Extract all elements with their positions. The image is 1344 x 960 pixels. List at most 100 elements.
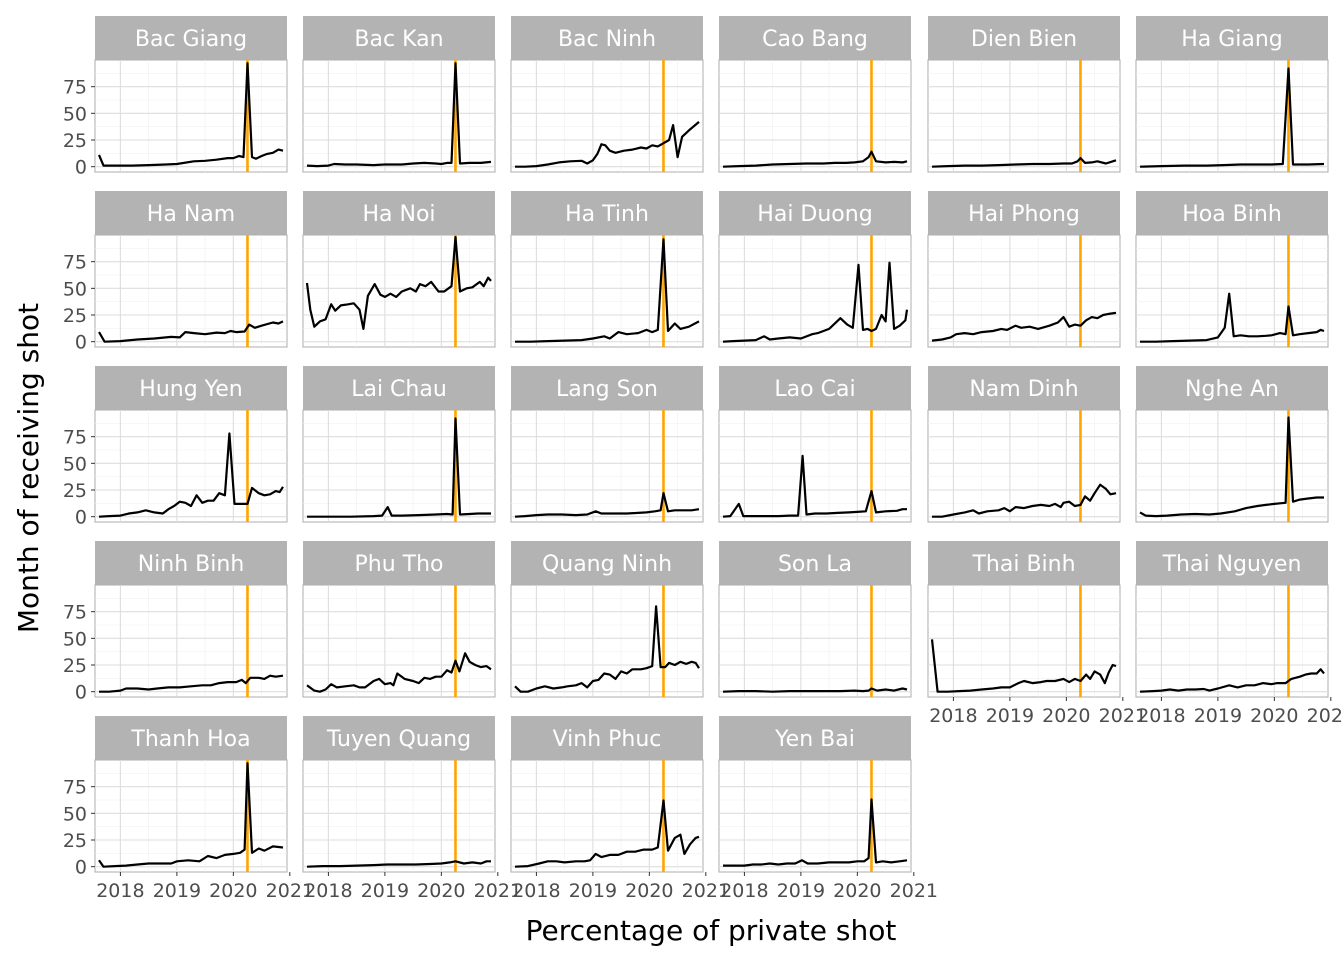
facet-panel: Hai Phong: [927, 191, 1121, 348]
facet-label: Hoa Binh: [1182, 202, 1282, 227]
facet-strip: [95, 16, 287, 60]
facet-strip: [1136, 16, 1328, 60]
facet-panel: Ninh Binh 0 25 50 75: [63, 541, 288, 704]
facet-label: Hung Yen: [139, 377, 242, 402]
facet-strip: [719, 191, 911, 235]
facet-label: Lai Chau: [351, 377, 447, 402]
y-tick-label: 75: [63, 77, 87, 99]
facet-strip: [928, 541, 1120, 585]
series-line: [515, 238, 700, 343]
panel-background: [302, 759, 496, 873]
y-tick-label: 25: [63, 480, 87, 502]
facet-strip: [303, 716, 495, 760]
x-tick-label: 2018: [720, 880, 768, 902]
series-line: [932, 483, 1117, 518]
facet-panel: Lai Chau: [302, 366, 496, 523]
facet-strip: [719, 716, 911, 760]
facet-strip: [1136, 191, 1328, 235]
series-line: [306, 62, 492, 168]
x-tick-label: 2020: [833, 880, 881, 902]
facet-panel: Vinh Phuc 2018 2019 2020 2021: [510, 716, 730, 902]
facet-strip: [303, 16, 495, 60]
x-tick-label: 2018: [304, 880, 352, 902]
panel-background: [1135, 584, 1329, 698]
x-tick-label: 2021: [890, 880, 938, 902]
facet-label: Nghe An: [1185, 377, 1279, 402]
series-line: [514, 799, 700, 868]
x-tick-label: 2019: [777, 880, 825, 902]
series-line: [1139, 67, 1325, 168]
y-tick-label: 50: [63, 278, 87, 300]
series-line: [307, 417, 491, 518]
x-tick-label: 2018: [512, 880, 560, 902]
facet-panel: Ha Giang: [1135, 16, 1329, 173]
panels-layer: Bac Giang 0 25 50 75 Bac Kan Bac Ninh Cao Bang D…: [63, 16, 1344, 902]
facet-label: Ninh Binh: [138, 552, 245, 577]
panel-background: [510, 234, 704, 348]
panel-background: [94, 584, 288, 698]
series-line: [722, 687, 908, 693]
panel-background: [1135, 59, 1329, 173]
facet-strip: [511, 716, 703, 760]
x-tick-label: 2021: [1307, 705, 1344, 727]
facet-strip: [511, 191, 703, 235]
facet-label: Ha Giang: [1181, 27, 1283, 52]
y-tick-label: 0: [75, 857, 87, 879]
facet-label: Nam Dinh: [969, 377, 1078, 402]
facet-strip: [303, 191, 495, 235]
panel-background: [302, 234, 496, 348]
y-axis-title: Month of receiving shot: [12, 303, 45, 633]
facet-label: Bac Giang: [135, 27, 247, 52]
facet-panel: Hai Duong: [718, 191, 912, 348]
series-line: [98, 320, 284, 343]
series-line: [305, 236, 492, 330]
panel-background: [94, 234, 288, 348]
facet-strip: [511, 16, 703, 60]
facet-label: Yen Bai: [774, 727, 855, 752]
series-line: [1139, 668, 1325, 693]
panel-background: [302, 59, 496, 173]
series-line: [98, 762, 284, 868]
facet-panel: Thanh Hoa 0 25 50 75 2018 2019 2020 2021: [63, 716, 314, 902]
x-tick-label: 2019: [153, 880, 201, 902]
y-tick-label: 0: [75, 507, 87, 529]
y-tick-label: 75: [63, 777, 87, 799]
facet-panel: Bac Giang 0 25 50 75: [63, 16, 288, 179]
series-line: [98, 432, 284, 518]
facet-panel: Son La: [718, 541, 912, 698]
panel-background: [94, 759, 288, 873]
series-line: [931, 311, 1117, 342]
facet-label: Ha Nam: [147, 202, 235, 227]
y-tick-label: 0: [75, 157, 87, 179]
facet-label: Tuyen Quang: [326, 727, 471, 752]
facet-panel: Ha Tinh: [510, 191, 704, 348]
series-line: [1140, 292, 1325, 343]
facet-label: Hai Duong: [757, 202, 872, 227]
facet-label: Thai Nguyen: [1162, 552, 1302, 577]
x-tick-label: 2020: [1250, 705, 1298, 727]
facet-strip: [511, 541, 703, 585]
panel-background: [510, 409, 704, 523]
y-tick-label: 25: [63, 655, 87, 677]
facet-panel: Ha Noi: [302, 191, 496, 348]
facet-strip: [303, 541, 495, 585]
facet-label: Ha Noi: [362, 202, 435, 227]
y-tick-label: 75: [63, 252, 87, 274]
facet-panel: Hoa Binh: [1135, 191, 1329, 348]
facet-label: Lang Son: [556, 377, 658, 402]
panel-background: [510, 584, 704, 698]
x-tick-label: 2018: [1137, 705, 1185, 727]
y-tick-label: 25: [63, 130, 87, 152]
y-tick-label: 0: [75, 332, 87, 354]
panel-background: [718, 234, 912, 348]
panel-background: [718, 409, 912, 523]
series-line: [514, 492, 700, 518]
x-axis-title: Percentage of private shot: [526, 914, 897, 947]
series-line: [722, 150, 908, 168]
facet-panel: Nam Dinh: [927, 366, 1121, 523]
facet-strip: [928, 191, 1120, 235]
x-tick-label: 2020: [417, 880, 465, 902]
facet-panel: Quang Ninh: [510, 541, 704, 698]
series-line: [722, 261, 909, 343]
